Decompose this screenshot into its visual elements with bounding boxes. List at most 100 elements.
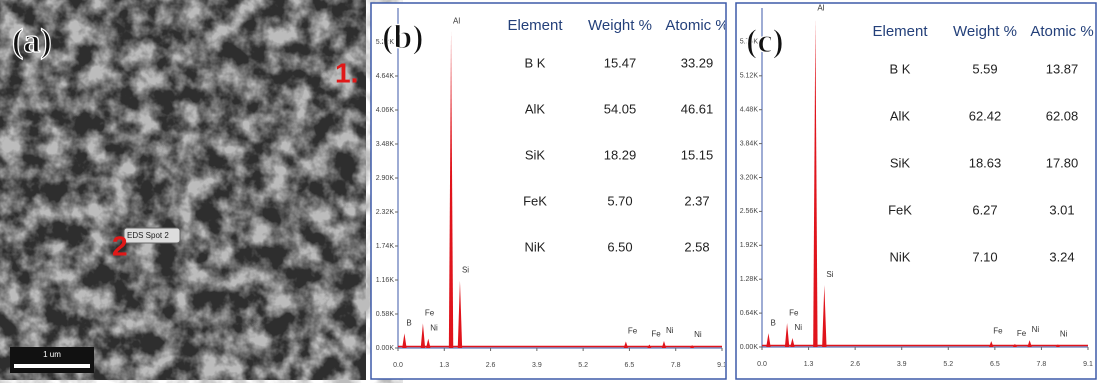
y-tick-label: 0.64K bbox=[740, 310, 759, 317]
x-tick-label: 0.0 bbox=[393, 362, 403, 369]
table-cell: 7.10 bbox=[972, 249, 997, 264]
x-tick-label: 1.3 bbox=[804, 361, 814, 368]
table-header: Atomic % bbox=[665, 17, 728, 34]
table-cell: B K bbox=[525, 55, 546, 70]
peak bbox=[689, 345, 695, 348]
spectrum-panel: 0.00K 0.64K 1.28K 1.92K 2.56K 3.20K 3.84K 4.48K… bbox=[740, 4, 1094, 368]
table-cell: NiK bbox=[525, 239, 546, 254]
table-header: Weight % bbox=[588, 17, 652, 34]
table-cell: 3.24 bbox=[1049, 249, 1074, 264]
panel-label: (a) bbox=[12, 23, 52, 60]
table-cell: 6.27 bbox=[972, 202, 997, 217]
table-cell: 6.50 bbox=[607, 239, 632, 254]
spot-tag-box bbox=[123, 227, 181, 244]
peak-label: Fe bbox=[425, 308, 435, 317]
table-cell: 33.29 bbox=[681, 55, 714, 70]
peak-label: Fe bbox=[993, 326, 1003, 335]
peak bbox=[1027, 340, 1032, 347]
table-cell: 3.01 bbox=[1049, 202, 1074, 217]
y-tick-label: 5.12K bbox=[740, 73, 759, 80]
y-tick-label: 2.90K bbox=[376, 175, 395, 182]
table-cell: 18.63 bbox=[969, 155, 1002, 170]
peak bbox=[448, 31, 454, 349]
y-tick-label: 1.28K bbox=[740, 276, 759, 283]
peak bbox=[623, 341, 629, 348]
x-tick-label: 6.5 bbox=[625, 362, 635, 369]
table-cell: AlK bbox=[525, 101, 546, 116]
x-tick-label: 5.2 bbox=[578, 362, 588, 369]
peak-label: Ni bbox=[430, 324, 438, 333]
table-cell: NiK bbox=[890, 249, 911, 264]
y-tick-label: 5.22K bbox=[376, 39, 395, 46]
panel-frame bbox=[370, 2, 727, 380]
sem-texture bbox=[0, 0, 366, 380]
peak-label: Ni bbox=[794, 323, 802, 332]
table-cell: 46.61 bbox=[681, 101, 714, 116]
x-tick-label: 3.9 bbox=[532, 362, 542, 369]
x-tick-label: 9.1 bbox=[717, 362, 727, 369]
peak-label: B bbox=[406, 318, 411, 327]
table-cell: 62.42 bbox=[969, 108, 1002, 123]
y-tick-label: 4.48K bbox=[740, 107, 759, 114]
peak-label: Si bbox=[462, 266, 469, 275]
peak bbox=[661, 340, 667, 348]
x-tick-label: 7.8 bbox=[1037, 361, 1047, 368]
table-cell: B K bbox=[890, 61, 911, 76]
peak-label: Ni bbox=[694, 330, 702, 339]
table-header: Weight % bbox=[953, 23, 1017, 40]
peak bbox=[1055, 344, 1061, 347]
table-cell: SiK bbox=[890, 155, 911, 170]
table-cell: FeK bbox=[523, 193, 547, 208]
table-cell: 54.05 bbox=[604, 101, 637, 116]
peak bbox=[402, 333, 407, 348]
y-tick-label: 2.32K bbox=[376, 209, 395, 216]
table-cell: FeK bbox=[888, 202, 912, 217]
peak-label: Al bbox=[817, 4, 824, 13]
scale-bar-box bbox=[10, 347, 94, 373]
spot-marker: 1. bbox=[335, 57, 358, 88]
x-tick-label: 0.0 bbox=[757, 361, 767, 368]
spectrum-panel: 0.00K 0.58K 1.16K 1.74K 2.32K 2.90K 3.48K 4.06K… bbox=[376, 8, 728, 369]
peak-label: Ni bbox=[1032, 325, 1040, 334]
peak bbox=[426, 338, 431, 348]
table-cell: 2.58 bbox=[684, 239, 709, 254]
y-tick-label: 3.20K bbox=[740, 174, 759, 181]
table-cell: 5.70 bbox=[607, 193, 632, 208]
table-cell: 15.15 bbox=[681, 147, 714, 162]
sem-panel: (a) EDS Spot 2 1. 2 1 um bbox=[0, 0, 366, 380]
table-cell: AlK bbox=[890, 108, 911, 123]
peak bbox=[647, 344, 652, 348]
peak-label: Al bbox=[453, 17, 460, 26]
y-tick-label: 0.00K bbox=[740, 344, 759, 351]
table-cell: 5.59 bbox=[972, 61, 997, 76]
table-header: Atomic % bbox=[1030, 23, 1093, 40]
peak-label: Fe bbox=[651, 330, 661, 339]
table-cell: 2.37 bbox=[684, 193, 709, 208]
peak bbox=[420, 323, 426, 348]
x-tick-label: 6.5 bbox=[990, 361, 1000, 368]
y-tick-label: 0.58K bbox=[376, 311, 395, 318]
table-header: Element bbox=[507, 17, 563, 34]
panel-label: (b) bbox=[382, 19, 424, 56]
table-cell: 62.08 bbox=[1046, 108, 1079, 123]
scale-bar-label: 1 um bbox=[43, 350, 61, 359]
y-tick-label: 1.92K bbox=[740, 242, 759, 249]
peak-label: Fe bbox=[1017, 329, 1027, 338]
x-tick-label: 5.2 bbox=[943, 361, 953, 368]
table-cell: SiK bbox=[525, 147, 546, 162]
peak bbox=[822, 285, 827, 347]
peak-label: Ni bbox=[666, 326, 674, 335]
peak bbox=[1012, 343, 1018, 347]
table-cell: 15.47 bbox=[604, 55, 637, 70]
peak bbox=[790, 337, 795, 347]
y-tick-label: 3.48K bbox=[376, 141, 395, 148]
y-tick-label: 4.64K bbox=[376, 73, 395, 80]
peak-label: Ni bbox=[1060, 329, 1068, 338]
spot-tag: EDS Spot 2 bbox=[127, 231, 169, 240]
y-tick-label: 5.76K bbox=[740, 39, 759, 46]
y-tick-label: 4.06K bbox=[376, 107, 395, 114]
peak-label: Fe bbox=[628, 327, 638, 336]
peak-label: Fe bbox=[789, 308, 799, 317]
peak bbox=[457, 280, 463, 348]
